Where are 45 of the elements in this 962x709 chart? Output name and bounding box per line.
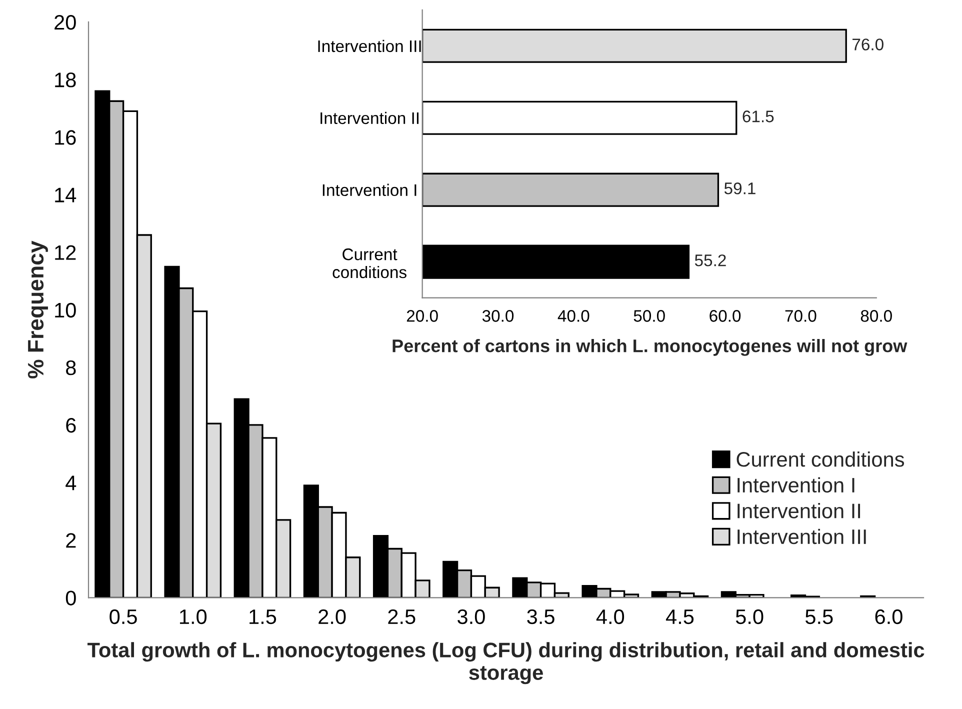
legend-label: Current conditions xyxy=(736,451,904,467)
y-axis-title: % Frequency xyxy=(28,240,48,378)
legend-label: Intervention I xyxy=(738,477,854,493)
x-axis-title: Percent of cartons in which L. monocytogenes will not grow xyxy=(392,339,908,356)
y-tick-label: 18 xyxy=(55,72,76,88)
y-tick-label: Intervention III xyxy=(318,40,421,52)
x-tick-label: 3.5 xyxy=(527,609,554,624)
x-tick-label: 3.0 xyxy=(458,609,485,624)
y-tick-label: 16 xyxy=(55,130,76,145)
x-axis-title: Total growth of L. monocytogenes (Log CFU) during distribution, retail and domestic storage xyxy=(87,642,924,684)
data-label: 55.2 xyxy=(694,254,726,266)
x-tick-label: 4.0 xyxy=(596,609,624,624)
legend-label: Intervention II xyxy=(738,503,860,518)
x-tick-label: 1.0 xyxy=(180,609,207,624)
x-tick-label: 2.5 xyxy=(388,609,416,624)
y-tick-label: 0 xyxy=(66,590,76,606)
x-tick-label: 40.0 xyxy=(558,310,590,322)
y-tick-label: 6 xyxy=(66,418,76,433)
x-tick-label: 2.0 xyxy=(318,609,346,624)
y-tick-label: Intervention I xyxy=(322,184,416,196)
data-label: 61.5 xyxy=(742,110,774,122)
data-label: 76.0 xyxy=(852,38,884,50)
x-tick-label: 5.5 xyxy=(805,610,833,624)
y-tick-label: 14 xyxy=(55,188,76,202)
y-tick-label: Intervention II xyxy=(320,112,418,124)
x-tick-label: 80.0 xyxy=(860,310,892,322)
y-tick-label: Current conditions xyxy=(332,248,406,278)
x-tick-label: 6.0 xyxy=(875,609,902,624)
x-tick-label: 50.0 xyxy=(634,310,665,322)
y-tick-label: 20 xyxy=(54,14,76,30)
x-tick-label: 70.0 xyxy=(785,310,816,322)
legend-label: Intervention III xyxy=(738,528,866,544)
x-tick-label: 20.0 xyxy=(406,310,438,322)
x-tick-label: 60.0 xyxy=(710,310,741,322)
x-tick-label: 1.5 xyxy=(250,610,276,624)
y-tick-label: 12 xyxy=(55,245,76,260)
x-tick-label: 30.0 xyxy=(482,310,514,322)
y-tick-label: 10 xyxy=(55,302,76,318)
y-tick-label: 4 xyxy=(66,476,76,490)
y-tick-label: 8 xyxy=(66,360,76,376)
y-tick-label: 2 xyxy=(66,533,76,548)
x-tick-label: 5.0 xyxy=(736,609,764,624)
data-label: 59.1 xyxy=(724,182,756,194)
x-tick-label: 0.5 xyxy=(110,609,137,624)
x-tick-label: 4.5 xyxy=(666,610,694,624)
